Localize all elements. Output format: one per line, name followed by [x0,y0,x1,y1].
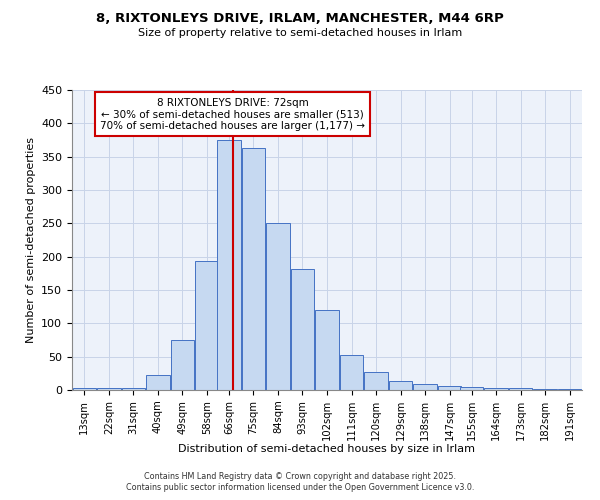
Bar [558,388,581,390]
Y-axis label: Number of semi-detached properties: Number of semi-detached properties [26,137,35,343]
Bar [484,388,508,390]
Bar [460,386,483,390]
Text: 8 RIXTONLEYS DRIVE: 72sqm
← 30% of semi-detached houses are smaller (513)
70% of: 8 RIXTONLEYS DRIVE: 72sqm ← 30% of semi-… [100,98,365,130]
Bar [242,148,265,390]
Bar [217,140,241,390]
X-axis label: Distribution of semi-detached houses by size in Irlam: Distribution of semi-detached houses by … [179,444,476,454]
Bar [266,224,290,390]
Bar [389,382,412,390]
Bar [364,372,388,390]
Bar [122,388,145,390]
Bar [291,268,314,390]
Bar [438,386,461,390]
Bar [533,388,557,390]
Text: Contains public sector information licensed under the Open Government Licence v3: Contains public sector information licen… [126,484,474,492]
Bar [315,310,339,390]
Text: Contains HM Land Registry data © Crown copyright and database right 2025.: Contains HM Land Registry data © Crown c… [144,472,456,481]
Bar [509,388,532,390]
Text: 8, RIXTONLEYS DRIVE, IRLAM, MANCHESTER, M44 6RP: 8, RIXTONLEYS DRIVE, IRLAM, MANCHESTER, … [96,12,504,26]
Bar [97,388,121,390]
Text: Size of property relative to semi-detached houses in Irlam: Size of property relative to semi-detach… [138,28,462,38]
Bar [171,340,194,390]
Bar [73,388,96,390]
Bar [413,384,437,390]
Bar [195,262,219,390]
Bar [146,374,170,390]
Bar [340,354,363,390]
